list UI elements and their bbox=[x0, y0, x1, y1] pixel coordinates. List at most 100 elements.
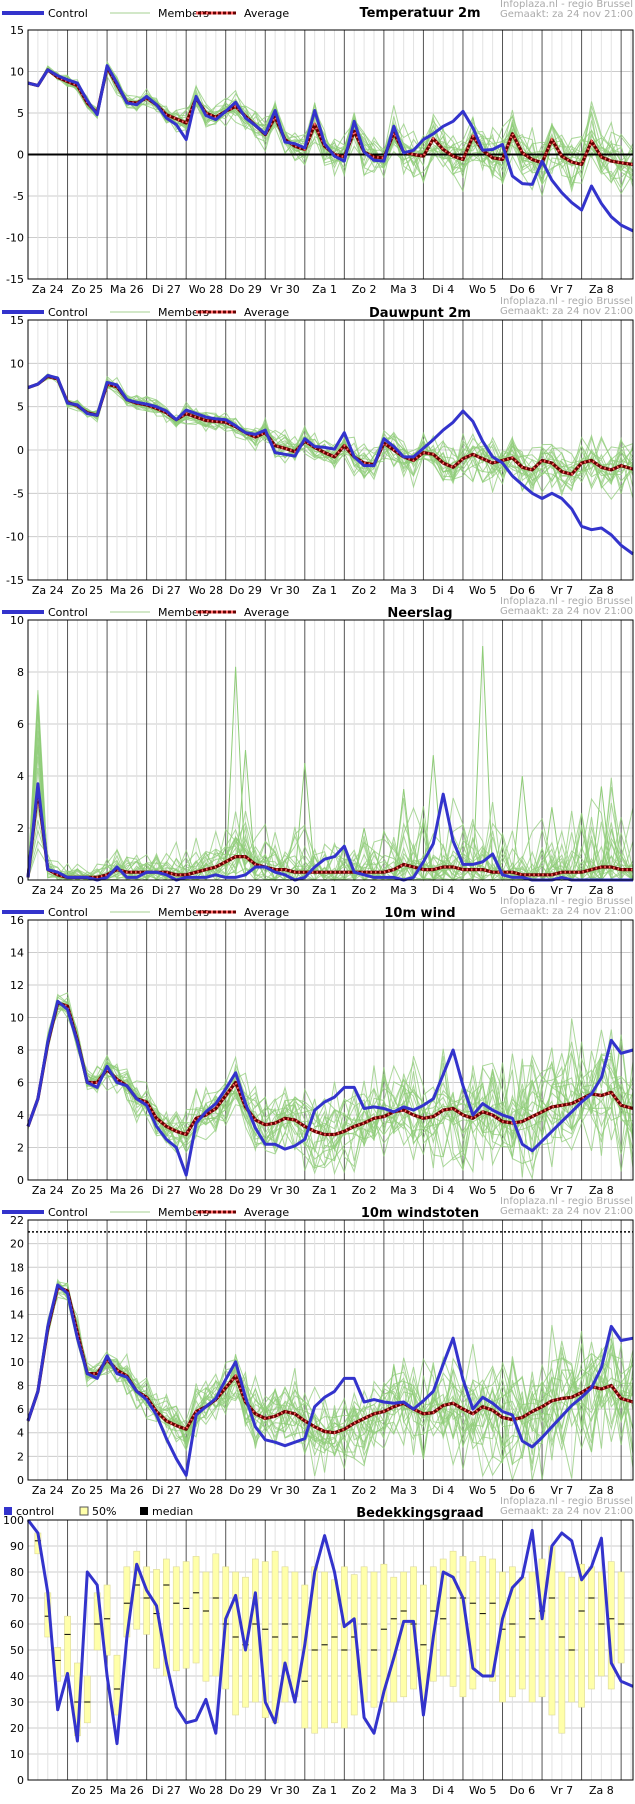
member-line bbox=[27, 1286, 634, 1473]
x-tick-label: Za 1 bbox=[312, 1784, 337, 1797]
legend-control: control bbox=[16, 1505, 54, 1518]
x-tick-label: Vr 7 bbox=[551, 1184, 574, 1197]
y-tick-label: 80 bbox=[10, 1566, 24, 1579]
member-line bbox=[27, 1285, 634, 1481]
x-tick-label: Zo 25 bbox=[71, 1184, 103, 1197]
member-line bbox=[27, 1004, 634, 1168]
y-tick-label: 4 bbox=[17, 770, 24, 783]
spread-box bbox=[202, 1571, 210, 1682]
x-tick-label: Za 24 bbox=[32, 884, 64, 897]
x-tick-label: Zo 2 bbox=[352, 884, 377, 897]
chart-title: 10m wind bbox=[384, 906, 455, 921]
x-tick-label: Wo 5 bbox=[469, 884, 496, 897]
y-tick-label: 8 bbox=[17, 1379, 24, 1392]
member-peak bbox=[511, 775, 533, 878]
x-tick-label: Wo 28 bbox=[189, 1484, 223, 1497]
legend-control: Control bbox=[48, 7, 88, 20]
created-label: Gemaakt: za 24 nov 21:00 bbox=[500, 306, 633, 317]
x-tick-label: Ma 3 bbox=[390, 283, 417, 296]
x-tick-label: Zo 25 bbox=[71, 283, 103, 296]
spread-box bbox=[113, 1654, 121, 1716]
x-tick-label: Wo 28 bbox=[189, 584, 223, 597]
spread-box bbox=[380, 1563, 388, 1703]
spread-box bbox=[528, 1571, 536, 1703]
x-tick-label: Za 24 bbox=[32, 584, 64, 597]
y-tick-label: 6 bbox=[17, 718, 24, 731]
member-line bbox=[27, 821, 634, 882]
average-line bbox=[26, 787, 633, 879]
created-label: Gemaakt: za 24 nov 21:00 bbox=[500, 1506, 633, 1517]
source-label: Infoplaza.nl - regio Brussel bbox=[500, 0, 633, 10]
x-tick-label: Ma 3 bbox=[390, 1184, 417, 1197]
x-tick-label: Zo 25 bbox=[71, 884, 103, 897]
x-tick-label: Di 27 bbox=[152, 1484, 181, 1497]
x-tick-label: Ma 3 bbox=[390, 884, 417, 897]
legend-average: Average bbox=[244, 1206, 289, 1219]
y-tick-label: 14 bbox=[10, 947, 24, 960]
x-tick-label: Ma 3 bbox=[390, 584, 417, 597]
x-tick-label: Wo 5 bbox=[469, 1784, 496, 1797]
member-peak bbox=[422, 755, 444, 878]
x-tick-label: Za 8 bbox=[589, 1184, 614, 1197]
x-tick-label: Za 8 bbox=[589, 884, 614, 897]
legend-average: Average bbox=[244, 606, 289, 619]
y-tick-label: 30 bbox=[10, 1696, 24, 1709]
member-line bbox=[27, 63, 634, 183]
y-tick-label: 10 bbox=[10, 1748, 24, 1761]
legend-50-swatch bbox=[79, 1506, 89, 1516]
source-label: Infoplaza.nl - regio Brussel bbox=[500, 296, 633, 307]
x-tick-label: Ma 26 bbox=[110, 1484, 144, 1497]
x-tick-label: Ma 26 bbox=[110, 1784, 144, 1797]
member-peak bbox=[294, 762, 316, 878]
y-tick-label: -5 bbox=[13, 487, 24, 500]
x-tick-label: Za 8 bbox=[589, 283, 614, 296]
x-tick-label: Vr 30 bbox=[270, 1484, 300, 1497]
x-tick-label: Wo 28 bbox=[189, 1184, 223, 1197]
member-peak bbox=[235, 749, 256, 878]
y-tick-label: 0 bbox=[17, 1174, 24, 1187]
legend-members: Members bbox=[158, 7, 209, 20]
plot-frame bbox=[27, 1219, 634, 1481]
y-tick-label: -15 bbox=[6, 574, 24, 587]
x-tick-label: Di 4 bbox=[432, 884, 454, 897]
x-tick-label: Di 4 bbox=[432, 1184, 454, 1197]
y-tick-label: 10 bbox=[10, 1012, 24, 1025]
x-tick-label: Wo 28 bbox=[189, 884, 223, 897]
legend-members: Members bbox=[158, 306, 209, 319]
y-tick-label: -5 bbox=[13, 190, 24, 203]
spread-box bbox=[469, 1561, 477, 1690]
control-line bbox=[27, 374, 634, 556]
legend-members: Members bbox=[158, 606, 209, 619]
spread-box bbox=[509, 1566, 516, 1698]
y-tick-label: 20 bbox=[10, 1238, 24, 1251]
y-tick-label: 12 bbox=[10, 979, 24, 992]
spread-box bbox=[172, 1566, 180, 1672]
spread-box bbox=[449, 1550, 457, 1687]
x-tick-label: Ma 26 bbox=[110, 1184, 144, 1197]
control-line bbox=[26, 1519, 634, 1746]
x-tick-label: Do 29 bbox=[229, 1184, 262, 1197]
member-line bbox=[27, 65, 634, 195]
spread-box bbox=[192, 1556, 200, 1664]
y-tick-label: 0 bbox=[17, 1474, 24, 1487]
member-line bbox=[27, 375, 634, 488]
plot-frame bbox=[27, 29, 634, 280]
x-tick-label: Za 8 bbox=[589, 1484, 614, 1497]
x-tick-label: Ma 26 bbox=[110, 884, 144, 897]
y-tick-label: -10 bbox=[6, 232, 24, 245]
y-tick-label: 8 bbox=[17, 666, 24, 679]
y-tick-label: 2 bbox=[17, 1142, 24, 1155]
x-tick-label: Vr 7 bbox=[551, 1784, 574, 1797]
spread-box bbox=[64, 1615, 71, 1677]
y-tick-label: 18 bbox=[10, 1261, 24, 1274]
x-tick-label: Zo 2 bbox=[352, 1484, 377, 1497]
spread-box bbox=[103, 1584, 111, 1656]
legend-average: Average bbox=[244, 7, 289, 20]
x-tick-label: Di 27 bbox=[152, 884, 181, 897]
y-tick-label: 40 bbox=[10, 1670, 24, 1683]
member-peak bbox=[591, 786, 612, 878]
source-label: Infoplaza.nl - regio Brussel bbox=[500, 896, 633, 907]
spread-box bbox=[617, 1571, 625, 1664]
